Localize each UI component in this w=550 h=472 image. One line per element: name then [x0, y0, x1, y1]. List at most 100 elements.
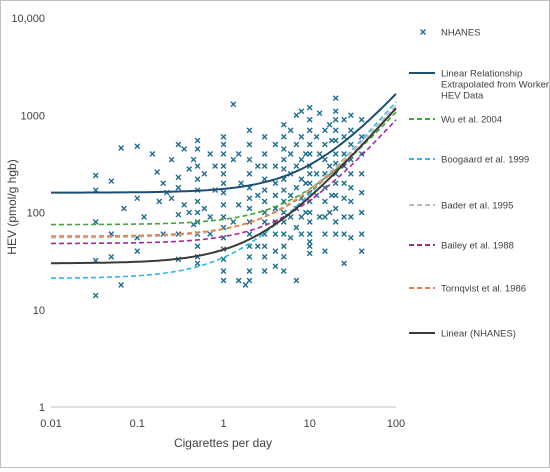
scatter-point — [261, 198, 268, 205]
legend-label: Bailey et al. 1988 — [441, 241, 514, 252]
scatter-point — [358, 248, 365, 255]
scatter-point — [306, 151, 313, 157]
legend-label: Bader et al. 1995 — [441, 201, 513, 212]
scatter-point — [175, 141, 182, 148]
scatter-point — [194, 137, 201, 144]
y-tick-label: 10,000 — [11, 13, 45, 25]
legend-label: Linear Relationship — [441, 69, 522, 80]
scatter-point — [280, 156, 287, 163]
scatter-point — [220, 180, 227, 187]
scatter-point — [235, 151, 242, 157]
legend-item: Wu et al. 2004 — [409, 115, 502, 126]
scatter-point — [293, 163, 300, 169]
scatter-point — [220, 268, 227, 274]
scatter-point — [332, 219, 339, 225]
scatter-point — [332, 116, 339, 123]
scatter-point — [230, 101, 237, 108]
scatter-point — [272, 248, 279, 255]
scatter-point — [246, 170, 253, 177]
scatter-point — [194, 176, 201, 183]
scatter-point — [306, 116, 313, 123]
scatter-point — [348, 198, 354, 205]
scatter-point — [175, 211, 182, 218]
scatter-point — [322, 214, 328, 220]
scatter-point — [220, 133, 227, 140]
legend-label: HEV Data — [441, 91, 484, 102]
scatter-point — [306, 231, 313, 237]
scatter-point — [272, 263, 279, 270]
scatter-point — [348, 184, 354, 191]
x-tick-label: 1 — [220, 418, 226, 430]
scatter-point — [287, 151, 294, 157]
scatter-point — [246, 231, 253, 237]
legend-label: NHANES — [441, 28, 481, 39]
scatter-point — [181, 146, 188, 152]
scatter-point — [261, 209, 268, 216]
scatter-point — [358, 151, 365, 157]
scatter-point — [358, 231, 365, 237]
scatter-point — [261, 243, 268, 250]
scatter-point — [194, 163, 201, 169]
legend-item: Tornqvist et al. 1986 — [409, 284, 526, 295]
scatter-point — [246, 205, 253, 212]
scatter-point — [306, 219, 313, 225]
scatter-point — [254, 243, 261, 250]
scatter-point — [306, 243, 313, 250]
scatter-point — [358, 116, 365, 123]
scatter-point — [298, 156, 305, 163]
scatter-point — [313, 133, 320, 140]
scatter-point — [280, 146, 287, 152]
scatter-point — [341, 195, 347, 202]
scatter-point — [332, 108, 339, 115]
scatter-point — [272, 231, 279, 237]
scatter-point — [332, 95, 339, 102]
scatter-point — [220, 163, 227, 169]
scatter-point — [220, 141, 227, 148]
scatter-point — [306, 180, 313, 187]
scatter-point — [254, 192, 261, 199]
scatter-point — [298, 133, 305, 140]
scatter-point — [341, 214, 347, 220]
scatter-point — [220, 189, 227, 196]
scatter-point — [322, 248, 328, 255]
scatter-point — [212, 163, 219, 169]
scatter-point — [92, 292, 99, 299]
scatter-point — [287, 127, 294, 134]
scatter-point — [298, 108, 305, 115]
x-tick-label: 0.01 — [40, 418, 61, 430]
scatter-point — [190, 221, 197, 228]
plot-area: 0.01 0.1 1 10 100 1 10 100 1000 10,000 — [11, 13, 405, 430]
series-line — [51, 101, 397, 279]
scatter-point — [207, 231, 214, 237]
scatter-point — [332, 151, 339, 157]
scatter-point — [348, 112, 354, 119]
scatter-point — [358, 170, 365, 177]
scatter-point — [348, 141, 354, 148]
y-tick-labels: 1 10 100 1000 10,000 — [11, 13, 45, 414]
nhanes-scatter-layer — [92, 95, 365, 299]
scatter-point — [358, 133, 365, 140]
scatter-point — [108, 178, 115, 185]
scatter-point — [306, 127, 313, 134]
scatter-point — [181, 201, 188, 208]
scatter-point — [220, 170, 227, 177]
scatter-point — [316, 214, 323, 220]
scatter-point — [160, 180, 167, 187]
scatter-point — [306, 209, 313, 216]
scatter-point — [118, 282, 125, 288]
y-axis-title: HEV (pmol/g hgb) — [5, 159, 19, 254]
scatter-point — [306, 250, 313, 257]
scatter-point — [246, 127, 253, 134]
scatter-point — [186, 166, 193, 172]
scatter-point — [134, 248, 141, 255]
scatter-point — [230, 156, 237, 163]
scatter-point — [322, 156, 328, 163]
legend-item: Boogaard et al. 1999 — [409, 155, 529, 166]
x-tick-label: 0.1 — [130, 418, 145, 430]
scatter-point — [254, 163, 261, 169]
scatter-point — [298, 214, 305, 220]
scatter-point — [341, 133, 347, 140]
scatter-point — [194, 146, 201, 152]
scatter-point — [332, 170, 339, 177]
